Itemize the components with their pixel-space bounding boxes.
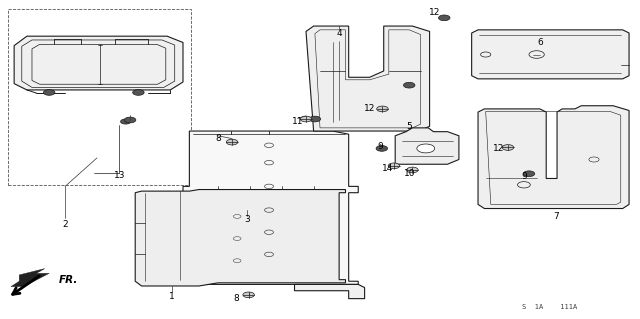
Polygon shape [11, 269, 49, 286]
Polygon shape [306, 26, 429, 131]
Text: 8: 8 [233, 294, 239, 303]
Text: FR.: FR. [59, 275, 78, 285]
Polygon shape [183, 131, 358, 285]
Text: 14: 14 [382, 165, 393, 174]
Text: 9: 9 [377, 142, 383, 151]
Text: 7: 7 [553, 212, 559, 221]
Polygon shape [294, 285, 365, 299]
Text: S  1A    111A: S 1A 111A [522, 304, 577, 310]
Circle shape [377, 106, 388, 112]
Circle shape [309, 116, 321, 122]
Circle shape [124, 117, 136, 123]
Text: 5: 5 [406, 122, 412, 131]
Text: 2: 2 [62, 220, 68, 229]
Circle shape [406, 167, 418, 173]
Circle shape [388, 163, 399, 169]
Text: 8: 8 [215, 134, 221, 144]
Text: 12: 12 [429, 8, 440, 17]
Polygon shape [395, 128, 459, 164]
Circle shape [417, 144, 435, 153]
Polygon shape [135, 189, 346, 286]
Text: 3: 3 [244, 215, 250, 224]
Circle shape [120, 119, 131, 124]
Circle shape [524, 171, 535, 177]
Text: 13: 13 [113, 171, 125, 180]
Circle shape [376, 145, 388, 151]
Text: 11: 11 [292, 117, 303, 126]
Text: 12: 12 [493, 144, 504, 153]
Polygon shape [478, 106, 629, 209]
Polygon shape [14, 36, 183, 90]
Text: 4: 4 [336, 28, 342, 38]
Text: 9: 9 [521, 172, 527, 182]
Circle shape [300, 116, 312, 122]
Text: 6: 6 [537, 38, 543, 47]
Circle shape [227, 139, 238, 145]
Text: 1: 1 [170, 292, 175, 300]
Text: 10: 10 [403, 169, 415, 178]
Circle shape [243, 292, 254, 298]
Text: 12: 12 [364, 104, 376, 113]
Circle shape [132, 90, 144, 95]
Circle shape [502, 145, 514, 150]
Circle shape [403, 82, 415, 88]
Polygon shape [472, 30, 629, 79]
Circle shape [438, 15, 450, 21]
Circle shape [44, 90, 55, 95]
